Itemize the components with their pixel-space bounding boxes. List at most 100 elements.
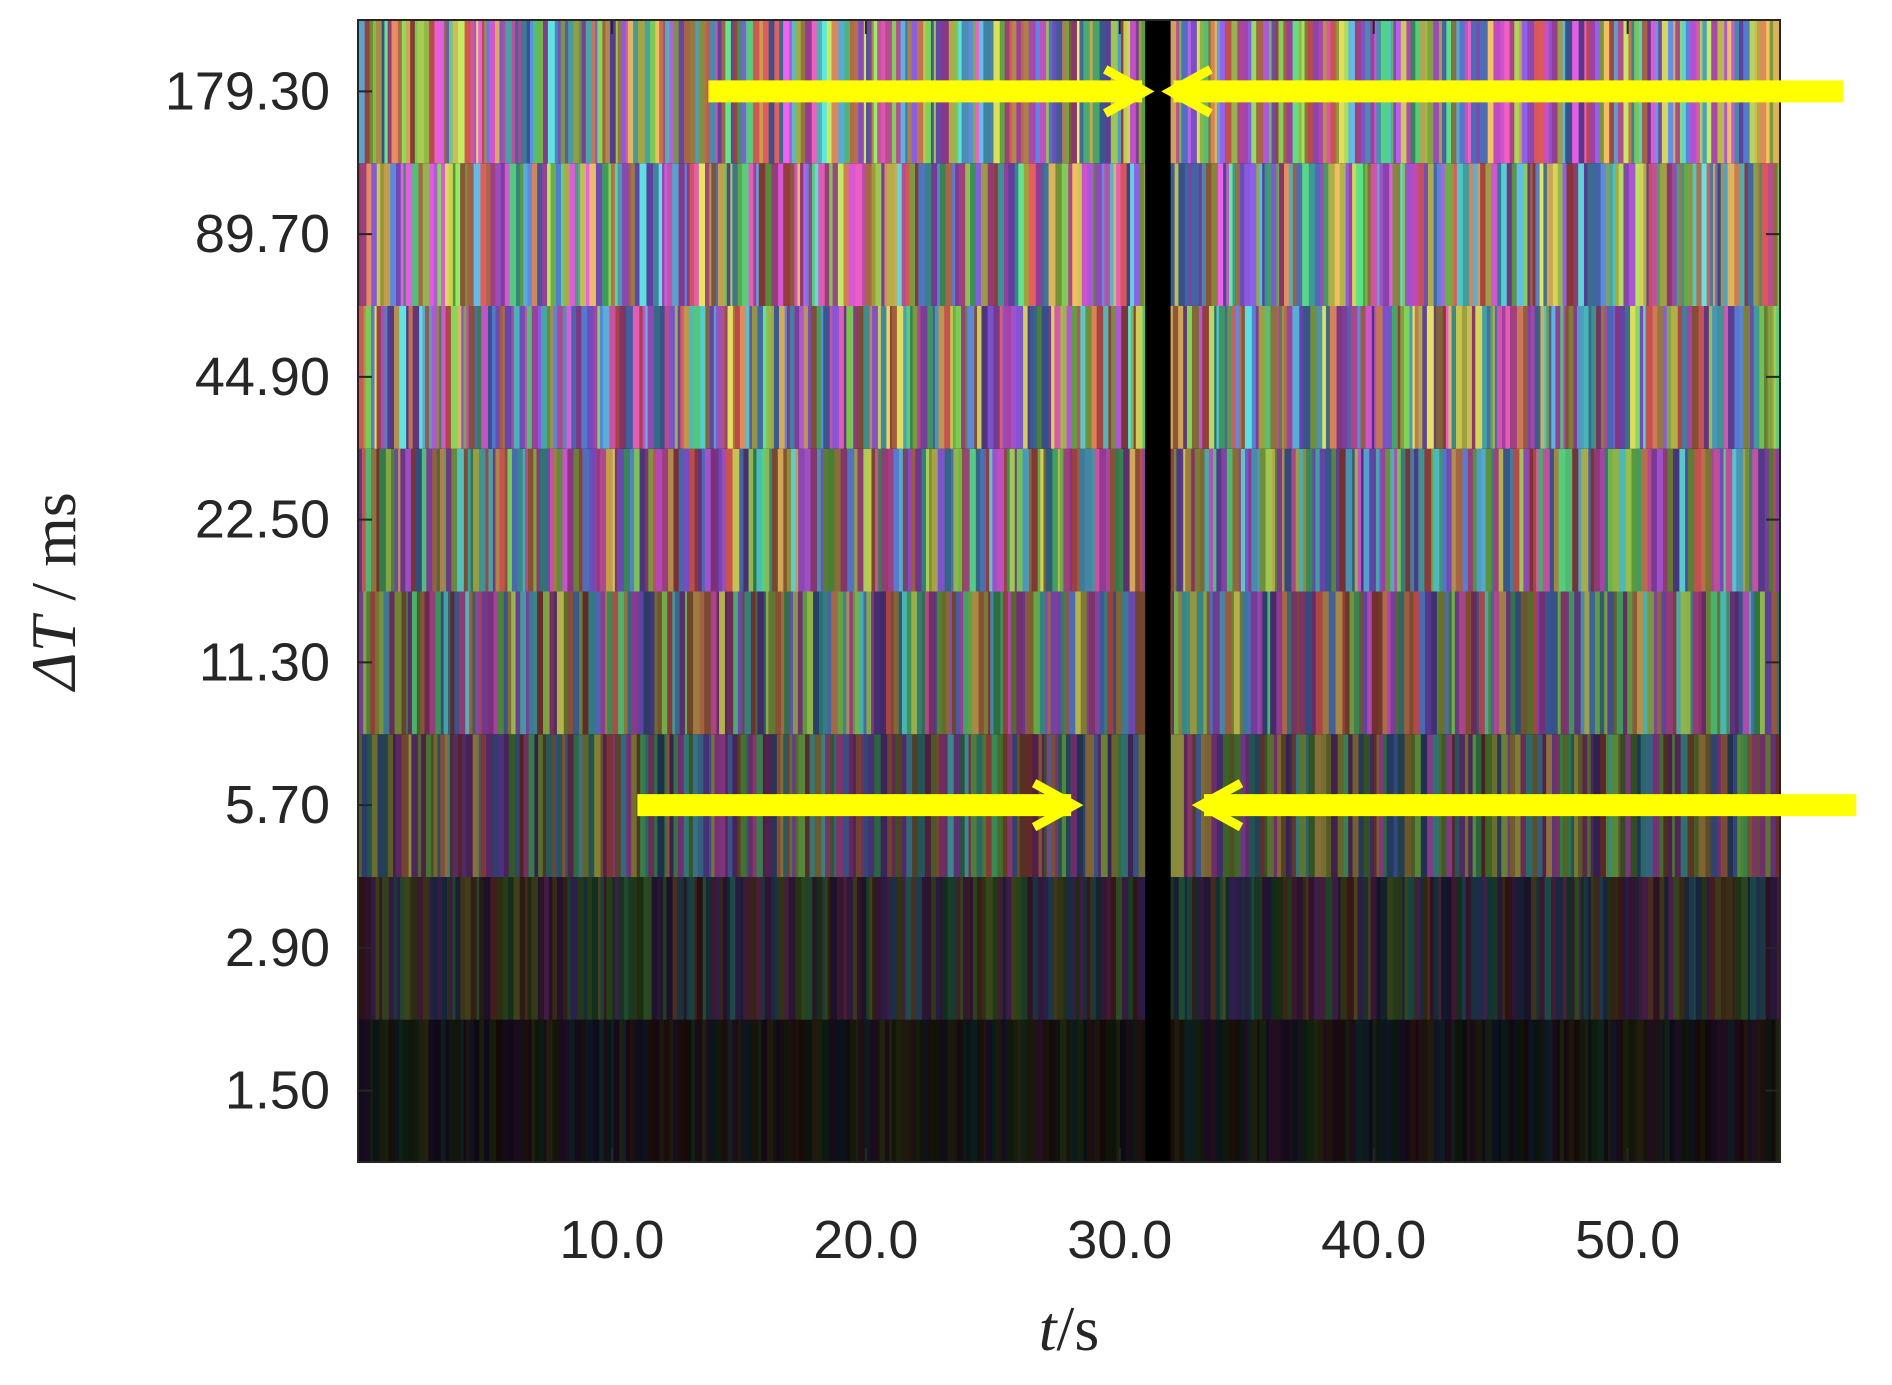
heatmap-stripe <box>1433 448 1440 592</box>
heatmap-stripe <box>557 733 563 877</box>
heatmap-stripe <box>478 448 486 592</box>
heatmap-stripe <box>478 733 482 877</box>
heatmap-stripe <box>1270 305 1278 449</box>
heatmap-stripe <box>1438 876 1442 1020</box>
heatmap-stripe <box>1251 305 1257 449</box>
heatmap-stripe <box>974 305 978 449</box>
heatmap-stripe <box>1645 305 1653 449</box>
heatmap-stripe <box>513 876 521 1020</box>
heatmap-stripe <box>841 1019 847 1162</box>
heatmap-stripe <box>603 733 607 877</box>
heatmap-stripe <box>1516 162 1524 306</box>
heatmap-stripe <box>507 591 512 735</box>
heatmap-stripe <box>527 162 533 306</box>
heatmap-stripe <box>1572 448 1579 592</box>
heatmap-stripe <box>893 448 900 592</box>
heatmap-stripe <box>1115 305 1122 449</box>
heatmap-stripe <box>1108 305 1112 449</box>
heatmap-stripe <box>977 876 980 1020</box>
heatmap-stripe <box>1139 162 1146 306</box>
heatmap-stripe <box>875 162 882 306</box>
heatmap-stripe <box>1612 448 1620 592</box>
heatmap-stripe <box>607 591 613 735</box>
heatmap-stripe <box>431 733 434 877</box>
heatmap-stripe <box>771 162 779 306</box>
heatmap-stripe <box>765 162 772 306</box>
heatmap-stripe <box>529 1019 532 1162</box>
heatmap-stripe <box>1094 448 1100 592</box>
heatmap-stripe <box>1270 591 1277 735</box>
heatmap-stripe <box>1284 162 1290 306</box>
heatmap-stripe <box>495 305 501 449</box>
heatmap-stripe <box>857 876 863 1020</box>
heatmap-stripe <box>528 591 534 735</box>
heatmap-stripe <box>730 162 733 306</box>
heatmap-stripe <box>1607 591 1610 735</box>
heatmap-stripe <box>1068 162 1073 306</box>
heatmap-stripe <box>1121 733 1129 877</box>
heatmap-stripe <box>1477 1019 1483 1162</box>
heatmap-stripe <box>1454 591 1460 735</box>
y-tick-label: 89.70 <box>195 204 330 264</box>
heatmap-stripe <box>370 448 377 592</box>
heatmap-stripe <box>803 305 809 449</box>
heatmap-stripe <box>1598 305 1602 449</box>
heatmap-stripe <box>1369 448 1377 592</box>
heatmap-stripe <box>1016 305 1024 449</box>
heatmap-stripe <box>887 162 895 306</box>
heatmap-stripe <box>574 162 579 306</box>
heatmap-stripe <box>1047 591 1051 735</box>
heatmap-stripe <box>1442 448 1447 592</box>
heatmap-stripe <box>463 448 469 592</box>
heatmap-stripe <box>893 591 900 735</box>
heatmap-stripe <box>950 305 954 449</box>
heatmap-stripe <box>885 591 892 735</box>
heatmap-stripe <box>1413 876 1417 1020</box>
heatmap-stripe <box>1482 1019 1486 1162</box>
heatmap-stripe <box>1128 305 1132 449</box>
heatmap-stripe <box>1314 876 1320 1020</box>
heatmap-stripe <box>1286 305 1293 449</box>
heatmap-stripe <box>1095 591 1101 735</box>
heatmap-stripe <box>757 591 765 735</box>
heatmap-stripe <box>1392 162 1397 306</box>
heatmap-stripe <box>1704 1019 1712 1162</box>
heatmap-stripe <box>1178 162 1186 306</box>
heatmap-stripe <box>722 876 728 1020</box>
heatmap-stripe <box>1505 305 1511 449</box>
heatmap-stripe <box>1648 162 1653 306</box>
heatmap-stripe <box>637 20 646 164</box>
heatmap-stripe <box>1485 448 1492 592</box>
heatmap-stripe <box>519 1019 524 1162</box>
heatmap-stripe <box>1203 876 1211 1020</box>
heatmap-stripe <box>1235 305 1240 449</box>
heatmap-stripe <box>817 448 822 592</box>
heatmap-stripe <box>1647 591 1655 735</box>
heatmap-stripe <box>1604 448 1609 592</box>
heatmap-stripe <box>494 20 500 164</box>
y-tick-label: 22.50 <box>195 490 330 550</box>
heatmap-stripe <box>1475 305 1483 449</box>
heatmap-stripe <box>545 591 550 735</box>
heatmap-stripe <box>1574 876 1580 1020</box>
heatmap-stripe <box>1457 876 1463 1020</box>
heatmap-stripe <box>667 591 673 735</box>
heatmap-stripe <box>1673 448 1680 592</box>
heatmap-stripe <box>1037 305 1043 449</box>
heatmap-stripe <box>1429 876 1434 1020</box>
heatmap-stripe <box>804 448 811 592</box>
heatmap-stripe <box>504 305 512 449</box>
heatmap-stripe <box>769 448 773 592</box>
heatmap-stripe <box>475 591 480 735</box>
heatmap-stripe <box>1303 305 1311 449</box>
x-tick-label: 50.0 <box>1575 1210 1680 1270</box>
heatmap-stripe <box>401 733 409 877</box>
heatmap-stripe <box>1418 162 1425 306</box>
heatmap-stripe <box>1214 305 1217 449</box>
heatmap-stripe <box>761 448 767 592</box>
heatmap-stripe <box>583 876 588 1020</box>
heatmap-stripe <box>573 591 580 735</box>
heatmap-stripe <box>525 591 530 735</box>
heatmap-stripe <box>447 876 450 1020</box>
